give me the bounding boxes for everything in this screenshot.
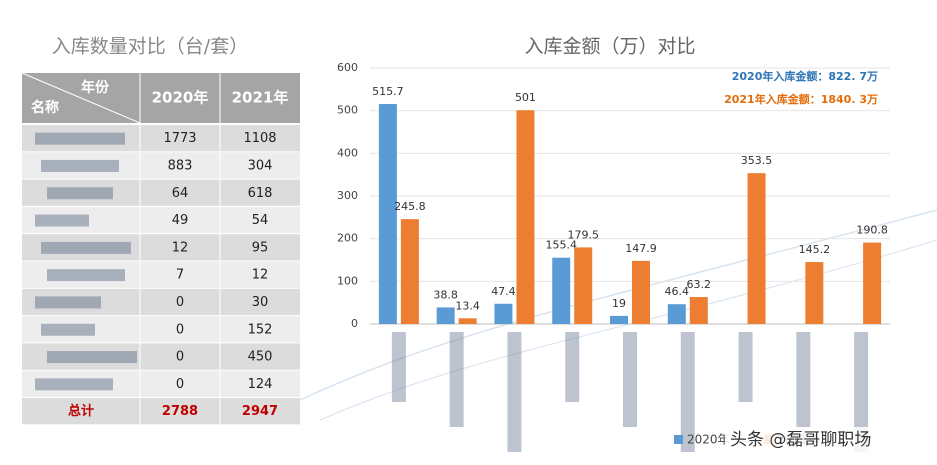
cell-value: 30 [252,295,269,310]
cell-value: 64 [172,186,189,201]
cell-value: 95 [252,240,269,255]
bar [667,304,686,324]
blurred-category [449,332,464,427]
table-header [22,73,300,123]
data-label: 38.8 [433,288,458,301]
bar [610,315,628,324]
y-tick-label: 600 [337,61,358,74]
annotation: 2020年入库金额：822. 7万 [732,69,878,83]
blurred-category [507,332,522,452]
total-value: 2947 [242,404,278,419]
blurred-name [35,296,101,309]
bar [552,257,571,324]
data-label: 155.4 [545,239,577,252]
data-label: 245.8 [394,200,426,213]
header-corner-bottom: 名称 [31,99,59,116]
y-tick-label: 0 [351,317,358,330]
cell-value: 49 [172,213,189,228]
annotation: 2021年入库金额：1840. 3万 [724,92,878,106]
total-label: 总计 [68,403,94,419]
bar [378,103,397,324]
cell-value: 0 [176,295,184,310]
data-label: 179.5 [567,228,599,241]
watermark-backdrop [725,427,925,453]
bar [436,307,455,324]
bar [805,262,824,324]
cell-value: 0 [176,322,184,337]
column-header: 2020年 [152,89,209,107]
data-label: 501 [515,91,536,104]
blurred-name [35,214,89,227]
column-header: 2021年 [232,89,289,107]
blurred-name [41,323,95,336]
data-label: 353.5 [741,154,773,167]
data-label: 19 [612,297,626,310]
cell-value: 1773 [163,131,196,146]
cell-value: 450 [248,350,273,365]
cell-value: 152 [248,322,273,337]
data-label: 145.2 [799,243,831,256]
blurred-category [796,332,811,427]
bar [400,219,419,324]
blurred-name [35,378,113,391]
cell-value: 12 [172,240,189,255]
legend-label: 2020年 [687,433,730,447]
blurred-category [680,332,695,452]
legend-swatch [674,435,683,444]
cell-value: 0 [176,350,184,365]
data-label: 13.4 [455,299,480,312]
header-corner-top: 年份 [81,79,110,96]
blurred-category [623,332,637,427]
data-label: 147.9 [625,242,657,255]
bar [574,247,593,324]
blurred-name [47,187,113,200]
data-label: 47.4 [491,285,516,298]
decor-wave [299,209,937,401]
bar [863,242,882,324]
cell-value: 7 [176,268,184,283]
bar [458,318,477,324]
y-tick-label: 100 [337,274,358,287]
cell-value: 618 [248,186,273,201]
blurred-category [391,332,406,402]
blurred-name [47,269,125,282]
cell-value: 54 [252,213,269,228]
blurred-name [47,351,137,364]
data-label: 63.2 [687,278,712,291]
cell-value: 0 [176,377,184,392]
total-value: 2788 [162,404,198,419]
bar [632,260,650,324]
blurred-category [565,332,580,402]
cell-value: 12 [252,268,269,283]
y-tick-label: 200 [337,232,358,245]
bar [516,110,535,325]
y-tick-label: 300 [337,189,358,202]
cell-value: 883 [168,158,193,173]
bar [689,297,708,324]
blurred-name [41,241,131,254]
bar [747,173,766,324]
chart-title: 入库金额（万）对比 [524,36,695,58]
table-row [22,398,300,425]
data-label: 515.7 [372,85,404,98]
blurred-name [41,159,119,172]
cell-value: 124 [248,377,273,392]
data-label: 190.8 [856,224,888,237]
cell-value: 304 [248,158,273,173]
data-label: 46.4 [665,285,690,298]
bar [494,303,513,324]
blurred-category [738,332,753,402]
header-diagonal [21,72,141,124]
y-tick-label: 500 [337,104,358,117]
cell-value: 1108 [243,131,276,146]
blurred-category [854,332,869,452]
table-title: 入库数量对比（台/套） [52,36,248,58]
watermark: 头条 @磊哥聊职场 [730,430,871,450]
blurred-name [35,132,125,145]
y-tick-label: 400 [337,146,358,159]
